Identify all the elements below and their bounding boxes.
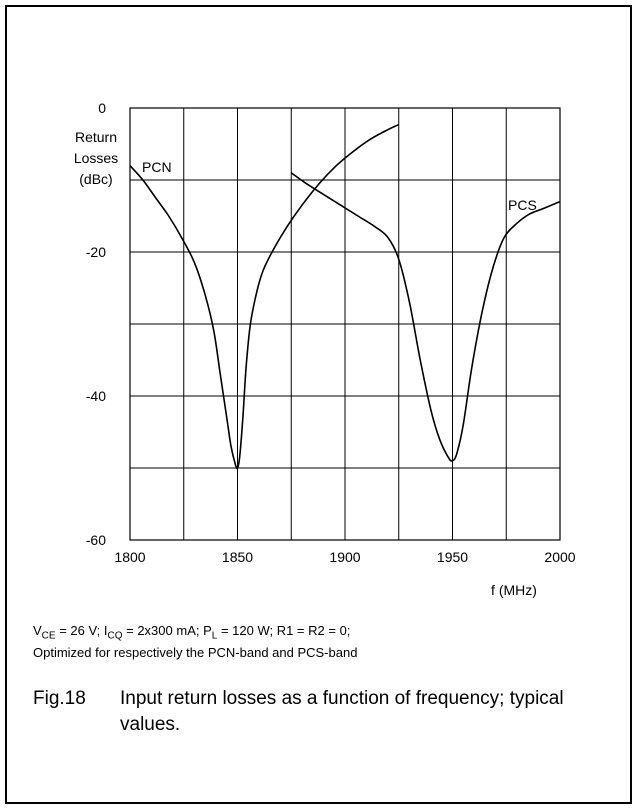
x-axis-label: f (MHz) [491, 582, 537, 598]
grid [129, 107, 561, 541]
y-tick-label-20: -20 [86, 244, 106, 260]
icq-symbol: I [103, 623, 108, 638]
x-tick-label-2000: 2000 [544, 549, 575, 565]
x-tick-label-1900: 1900 [329, 549, 360, 565]
series-line-pcs [290, 172, 561, 462]
vce-subscript: CE [41, 630, 56, 642]
series-line-pcn [129, 123, 400, 470]
y-axis-label-line-1: Return [75, 129, 117, 145]
icq-value: = 2x300 mA; [122, 623, 204, 638]
measurement-conditions: VCE = 26 V; ICQ = 2x300 mA; PL = 120 W; … [33, 620, 613, 664]
pl-symbol: P [203, 623, 212, 638]
vce-value: = 26 V; [55, 623, 104, 638]
tick-labels: 1800 1850 1900 1950 2000 0 -20 -40 -60 [86, 100, 576, 565]
series-lines [129, 123, 561, 470]
x-tick-label-1850: 1850 [222, 549, 253, 565]
series-label-pcs: PCS [508, 197, 537, 213]
plot-border [129, 107, 561, 541]
y-axis-label-line-2: Losses [74, 150, 118, 166]
caption-text: Input return losses as a function of fre… [120, 688, 564, 735]
conditions-line-2: Optimized for respectively the PCN-band … [33, 645, 358, 660]
icq-subscript: CQ [107, 630, 123, 642]
x-tick-label-1800: 1800 [114, 549, 145, 565]
figure-number: Fig.18 [33, 688, 86, 709]
series-label-pcn: PCN [142, 159, 172, 175]
vce-symbol: V [33, 623, 42, 638]
y-tick-label-40: -40 [86, 388, 106, 404]
pl-value: = 120 W; R1 = R2 = 0; [217, 623, 351, 638]
pl-subscript: L [211, 630, 218, 642]
y-tick-label-0: 0 [98, 100, 106, 116]
figure-frame [5, 5, 632, 804]
y-axis-label-line-3: (dBc) [79, 171, 112, 187]
x-tick-label-1950: 1950 [437, 549, 468, 565]
return-loss-chart: 1800 1850 1900 1950 2000 0 -20 -40 -60 Return Lo… [74, 100, 576, 598]
conditions-line-1: VCE = 26 V; ICQ = 2x300 mA; PL = 120 W; … [33, 620, 613, 642]
y-tick-label-60: -60 [86, 532, 106, 548]
figure-caption: Fig.18 Input return losses as a function … [33, 686, 593, 738]
